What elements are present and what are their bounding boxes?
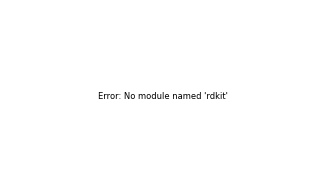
Text: Error: No module named 'rdkit': Error: No module named 'rdkit' — [98, 92, 228, 101]
